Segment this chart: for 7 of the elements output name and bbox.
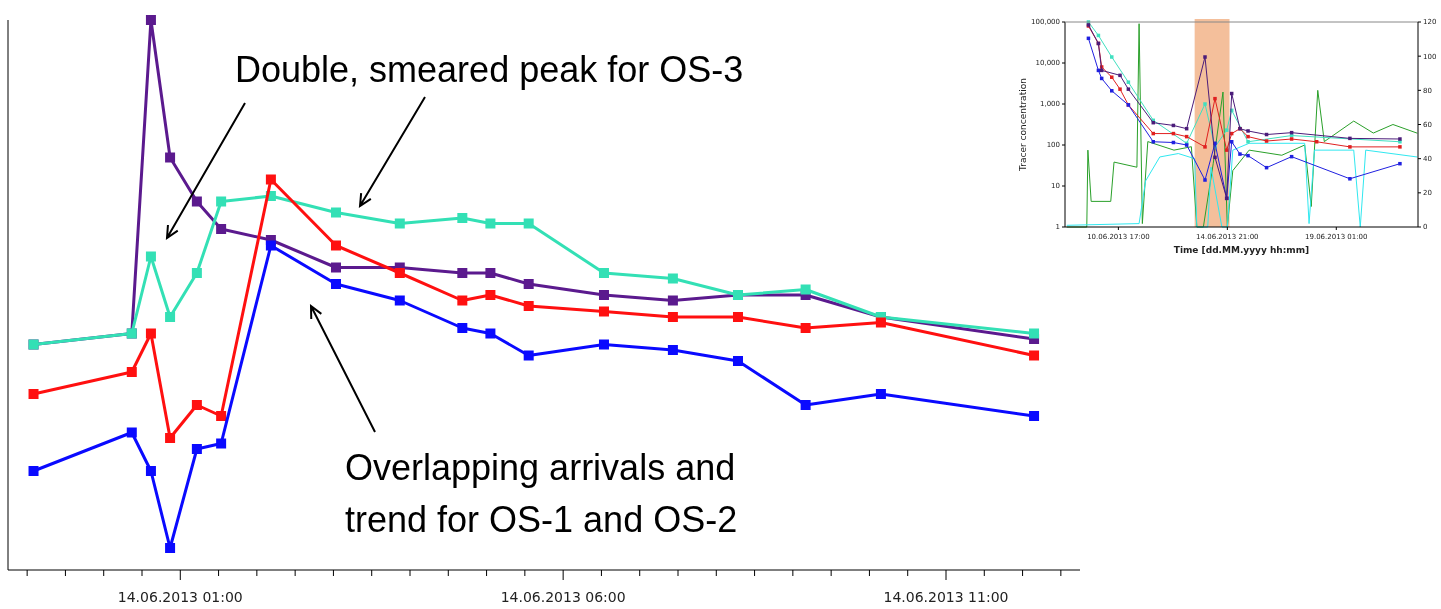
x-tick-label: 14.06.2013 11:00 (883, 589, 1009, 605)
x-tick-label: 14.06.2013 01:00 (117, 589, 243, 605)
x-tick-label: 14.06.2013 06:00 (500, 589, 626, 605)
x-axis-title: Time [dd.MM.yyyy hh:mm] (1173, 245, 1310, 255)
annotation: Overlapping arrivals and trend for OS-1 and OS-2 (345, 447, 738, 540)
y-axis-title: Tracer concentration (1018, 78, 1028, 172)
annotation: Double, smeared peak for OS-3 (235, 49, 744, 90)
